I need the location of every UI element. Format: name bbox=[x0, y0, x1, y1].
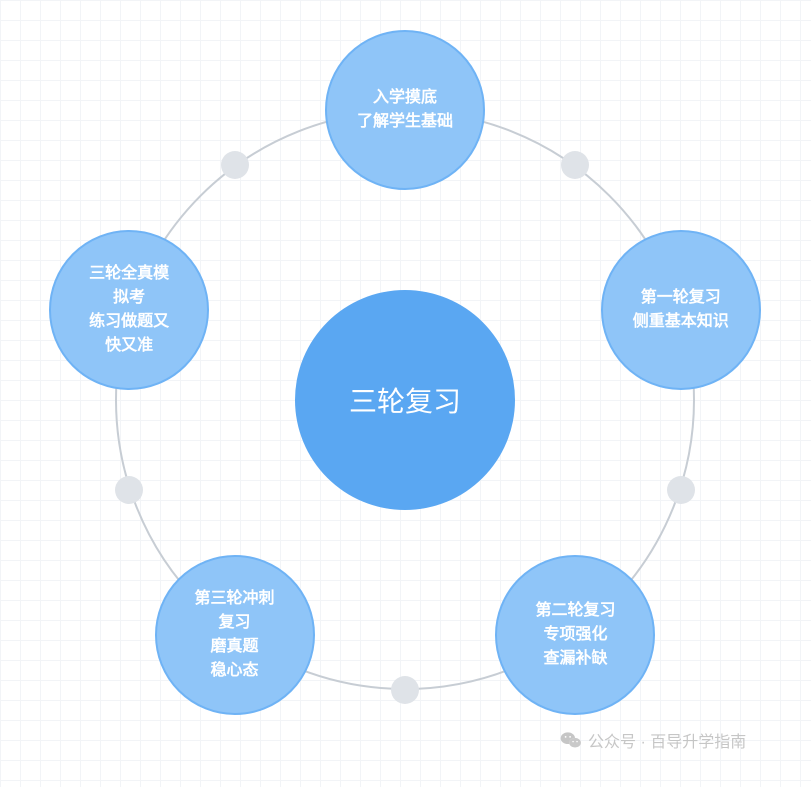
center-node: 三轮复习 bbox=[295, 290, 515, 510]
watermark: 公众号 · 百导升学指南 bbox=[560, 728, 746, 752]
center-node-label: 三轮复习 bbox=[349, 380, 461, 420]
outer-node: 三轮全真模 拟考 练习做题又 快又准 bbox=[49, 230, 209, 390]
outer-node: 第一轮复习 侧重基本知识 bbox=[601, 230, 761, 390]
outer-node: 第三轮冲刺 复习 磨真题 稳心态 bbox=[155, 555, 315, 715]
outer-node: 入学摸底 了解学生基础 bbox=[325, 30, 485, 190]
wechat-icon bbox=[560, 731, 582, 749]
connector-dot bbox=[115, 476, 143, 504]
outer-node-label: 第二轮复习 专项强化 查漏补缺 bbox=[535, 599, 615, 671]
outer-node-label: 第一轮复习 侧重基本知识 bbox=[633, 286, 729, 334]
connector-dot bbox=[667, 476, 695, 504]
connector-dot bbox=[391, 676, 419, 704]
connector-dot bbox=[221, 151, 249, 179]
watermark-text: 公众号 · 百导升学指南 bbox=[588, 728, 746, 752]
diagram-stage: 三轮复习 入学摸底 了解学生基础第一轮复习 侧重基本知识第二轮复习 专项强化 查漏… bbox=[0, 0, 811, 787]
outer-node: 第二轮复习 专项强化 查漏补缺 bbox=[495, 555, 655, 715]
outer-node-label: 三轮全真模 拟考 练习做题又 快又准 bbox=[89, 262, 169, 358]
outer-node-label: 第三轮冲刺 复习 磨真题 稳心态 bbox=[195, 587, 275, 683]
outer-node-label: 入学摸底 了解学生基础 bbox=[357, 86, 453, 134]
